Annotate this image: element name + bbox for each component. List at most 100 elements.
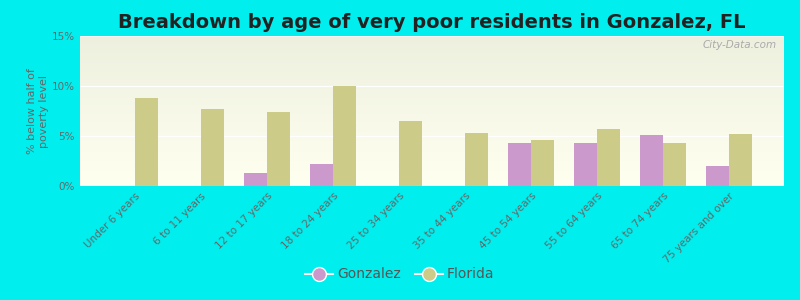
Bar (80, 117, 784, 118)
Bar (80, 162, 784, 164)
Bar (80, 46, 784, 48)
Bar (80, 136, 784, 138)
Bar (80, 169, 784, 171)
Bar (80, 118, 784, 120)
Bar (80, 74, 784, 75)
Bar (80, 124, 784, 126)
Bar (201, 109, 224, 186)
Legend: Gonzalez, Florida: Gonzalez, Florida (300, 262, 500, 287)
Bar (80, 75, 784, 76)
Bar (80, 76, 784, 78)
Bar (80, 50, 784, 51)
Bar (80, 123, 784, 124)
Bar (80, 57, 784, 58)
Bar (80, 110, 784, 111)
Bar (465, 133, 488, 186)
Bar (80, 54, 784, 56)
Bar (80, 84, 784, 86)
Bar (80, 68, 784, 69)
Bar (80, 51, 784, 52)
Bar (80, 150, 784, 152)
Bar (80, 36, 784, 38)
Bar (706, 166, 729, 186)
Bar (597, 129, 620, 186)
Bar (80, 96, 784, 98)
Bar (80, 182, 784, 183)
Bar (80, 178, 784, 180)
Bar (80, 82, 784, 84)
Bar (80, 64, 784, 66)
Bar (80, 52, 784, 54)
Bar (80, 58, 784, 60)
Bar (80, 80, 784, 81)
Title: Breakdown by age of very poor residents in Gonzalez, FL: Breakdown by age of very poor residents … (118, 13, 746, 32)
Bar (663, 143, 686, 186)
Bar (80, 103, 784, 105)
Bar (80, 167, 784, 168)
Bar (80, 114, 784, 116)
Bar (80, 184, 784, 186)
Bar (80, 92, 784, 93)
Bar (80, 120, 784, 122)
Bar (80, 85, 784, 87)
Bar (80, 177, 784, 178)
Bar (80, 147, 784, 148)
Bar (135, 98, 158, 186)
Bar (80, 81, 784, 82)
Bar (80, 88, 784, 90)
Bar (80, 165, 784, 166)
Bar (80, 130, 784, 132)
Text: City-Data.com: City-Data.com (703, 40, 777, 50)
Bar (80, 144, 784, 146)
Bar (267, 112, 290, 186)
Bar (80, 63, 784, 64)
Bar (80, 66, 784, 68)
Bar (640, 135, 663, 186)
Bar (80, 90, 784, 92)
Bar (80, 44, 784, 45)
Bar (399, 121, 422, 186)
Bar (80, 87, 784, 88)
Bar (80, 171, 784, 172)
Bar (80, 94, 784, 96)
Bar (80, 152, 784, 153)
Bar (80, 99, 784, 100)
Bar (80, 45, 784, 46)
Bar (80, 100, 784, 102)
Bar (80, 132, 784, 134)
Bar (80, 148, 784, 150)
Bar (80, 38, 784, 39)
Bar (80, 105, 784, 106)
Bar (80, 122, 784, 123)
Bar (80, 93, 784, 94)
Bar (80, 98, 784, 99)
Bar (80, 60, 784, 61)
Bar (333, 86, 356, 186)
Bar (80, 126, 784, 128)
Bar (80, 111, 784, 112)
Y-axis label: % below half of
poverty level: % below half of poverty level (27, 68, 50, 154)
Bar (80, 146, 784, 147)
Bar (80, 153, 784, 154)
Bar (80, 128, 784, 129)
Bar (80, 141, 784, 142)
Bar (80, 142, 784, 144)
Bar (80, 70, 784, 72)
Bar (80, 108, 784, 110)
Bar (80, 69, 784, 70)
Bar (80, 135, 784, 136)
Bar (574, 143, 597, 186)
Bar (80, 40, 784, 42)
Bar (80, 174, 784, 176)
Bar (80, 102, 784, 104)
Bar (80, 106, 784, 108)
Bar (729, 134, 752, 186)
Bar (80, 183, 784, 184)
Bar (80, 172, 784, 174)
Bar (531, 140, 554, 186)
Bar (80, 78, 784, 80)
Bar (80, 168, 784, 170)
Bar (80, 116, 784, 117)
Bar (80, 154, 784, 156)
Bar (80, 56, 784, 57)
